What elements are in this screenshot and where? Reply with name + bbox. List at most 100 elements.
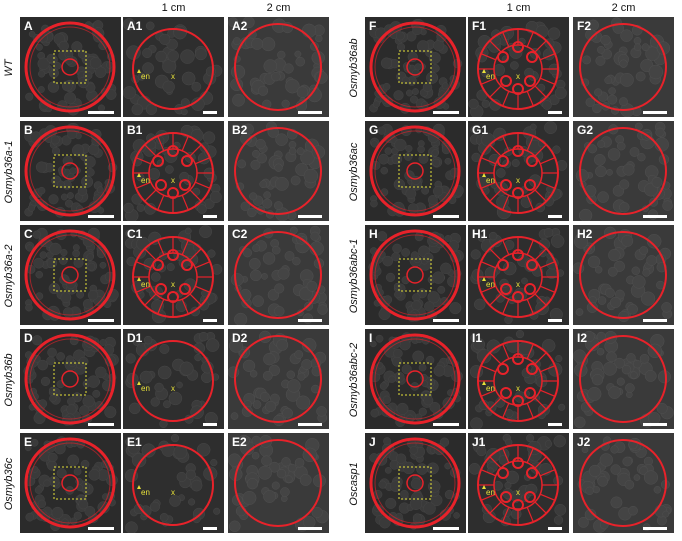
panel-label: D <box>24 331 33 345</box>
overview-panel: D <box>20 329 121 429</box>
panel-label: E1 <box>127 435 142 449</box>
zoom-panel-1cm: en x J1 <box>468 433 569 533</box>
zoom-panel-2cm: I2 <box>573 329 674 429</box>
endodermis-label: en <box>486 384 495 393</box>
overview-panel: I <box>365 329 466 429</box>
zoom-panel-1cm: en x I1 <box>468 329 569 429</box>
zoom-panel-2cm-image <box>228 17 329 117</box>
zoom-panel-1cm-image: en x <box>123 225 224 325</box>
xylem-label: x <box>516 72 520 81</box>
zoom-panel-2cm: F2 <box>573 17 674 117</box>
zoom-panel-1cm-image: en x <box>468 121 569 221</box>
panel-label: J1 <box>472 435 486 449</box>
overview-panel-image <box>20 225 121 325</box>
overview-panel-image <box>20 17 121 117</box>
xylem-label: x <box>171 176 175 185</box>
zoom-panel-2cm: E2 <box>228 433 329 533</box>
genotype-label: WT <box>3 59 15 77</box>
zoom-panel-2cm: H2 <box>573 225 674 325</box>
xylem-label: x <box>516 280 520 289</box>
xylem-label: x <box>516 384 520 393</box>
panel-label: A1 <box>127 19 143 33</box>
zoom-panel-2cm-image <box>228 225 329 325</box>
zoom-panel-2cm-image <box>573 121 674 221</box>
endodermis-label: en <box>486 72 495 81</box>
panel-label: G1 <box>472 123 489 137</box>
panel-label: J2 <box>577 435 591 449</box>
panel-label: F1 <box>472 19 487 33</box>
panel-label: E <box>24 435 33 449</box>
panel-label: C2 <box>232 227 248 241</box>
endodermis-label: en <box>141 176 150 185</box>
zoom-panel-2cm-image <box>573 17 674 117</box>
zoom-panel-1cm-image: en x <box>123 433 224 533</box>
endodermis-label: en <box>141 488 150 497</box>
column-header-right_1cm: 1 cm <box>506 2 531 14</box>
panel-label: C <box>24 227 33 241</box>
overview-panel-image <box>365 433 466 533</box>
genotype-label: Osmyb36a-2 <box>3 244 15 308</box>
overview-panel: G <box>365 121 466 221</box>
genotype-label: Osmyb36abc-2 <box>348 342 360 418</box>
overview-panel-image <box>20 121 121 221</box>
overview-panel: A <box>20 17 121 117</box>
zoom-panel-1cm-image: en x <box>468 17 569 117</box>
zoom-panel-2cm-image <box>573 433 674 533</box>
genotype-label: Osmyb36ab <box>348 38 360 98</box>
zoom-panel-1cm-image: en x <box>123 329 224 429</box>
overview-panel: H <box>365 225 466 325</box>
overview-panel-image <box>365 121 466 221</box>
genotype-label: Osmyb36b <box>3 353 15 407</box>
zoom-panel-1cm: en x H1 <box>468 225 569 325</box>
panel-label: G <box>369 123 379 137</box>
zoom-panel-2cm: B2 <box>228 121 329 221</box>
overview-panel: J <box>365 433 466 533</box>
zoom-panel-2cm: C2 <box>228 225 329 325</box>
zoom-panel-2cm-image <box>228 329 329 429</box>
xylem-label: x <box>516 488 520 497</box>
xylem-label: x <box>171 280 175 289</box>
zoom-panel-1cm-image: en x <box>123 17 224 117</box>
zoom-panel-2cm: A2 <box>228 17 329 117</box>
panel-label: G2 <box>577 123 594 137</box>
overview-panel-image <box>365 225 466 325</box>
panel-label: D2 <box>232 331 248 345</box>
endodermis-label: en <box>141 280 150 289</box>
panel-label: H1 <box>472 227 488 241</box>
xylem-label: x <box>171 488 175 497</box>
panel-label: C1 <box>127 227 143 241</box>
overview-panel-image <box>20 433 121 533</box>
genotype-label: Osmyb36abc-1 <box>348 238 360 314</box>
overview-panel: B <box>20 121 121 221</box>
overview-panel: F <box>365 17 466 117</box>
column-header-right_2cm: 2 cm <box>611 2 636 14</box>
panel-label: B <box>24 123 33 137</box>
zoom-panel-2cm: J2 <box>573 433 674 533</box>
zoom-panel-2cm-image <box>228 433 329 533</box>
overview-panel-image <box>365 17 466 117</box>
panel-label: A <box>24 19 33 33</box>
zoom-panel-2cm-image <box>573 329 674 429</box>
panel-label: I2 <box>577 331 588 345</box>
endodermis-label: en <box>486 488 495 497</box>
endodermis-label: en <box>486 176 495 185</box>
zoom-panel-2cm-image <box>573 225 674 325</box>
column-header-left_2cm: 2 cm <box>266 2 291 14</box>
panel-label: H <box>369 227 378 241</box>
panel-label: B1 <box>127 123 143 137</box>
genotype-label: Osmyb36a-1 <box>3 140 15 204</box>
zoom-panel-1cm: en x C1 <box>123 225 224 325</box>
overview-panel-image <box>365 329 466 429</box>
zoom-panel-1cm-image: en x <box>468 329 569 429</box>
panel-label: J <box>369 435 376 449</box>
panel-label: D1 <box>127 331 143 345</box>
panel-label: A2 <box>232 19 248 33</box>
zoom-panel-1cm-image: en x <box>123 121 224 221</box>
column-header-left_1cm: 1 cm <box>161 2 186 14</box>
zoom-panel-1cm: en x D1 <box>123 329 224 429</box>
overview-panel-image <box>20 329 121 429</box>
zoom-panel-1cm: en x E1 <box>123 433 224 533</box>
genotype-label: Osmyb36ac <box>348 142 360 202</box>
zoom-panel-2cm-image <box>228 121 329 221</box>
zoom-panel-1cm-image: en x <box>468 225 569 325</box>
